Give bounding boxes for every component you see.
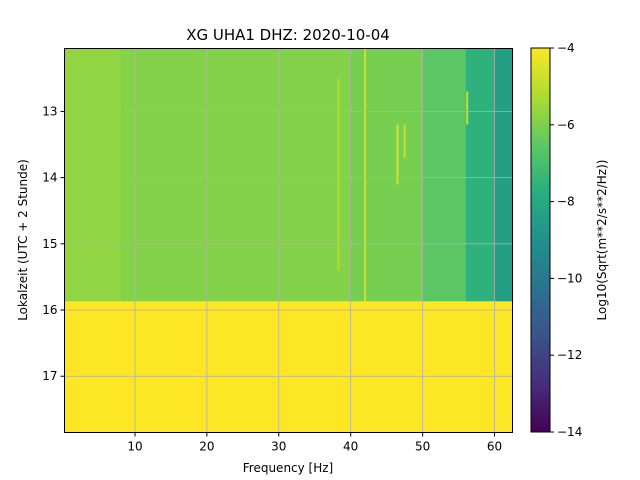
y-axis-ticks: 13 14 15 16 17 xyxy=(42,104,65,383)
spectral-line-3 xyxy=(403,124,406,158)
x-axis-ticks: 10 20 30 40 50 60 xyxy=(127,432,502,454)
heatmap-region-4 xyxy=(465,48,496,302)
chart-title: XG UHA1 DHZ: 2020-10-04 xyxy=(186,26,390,44)
colorbar-ticks: −14 −12 −10 −8 −6 −4 xyxy=(550,41,582,439)
spectral-line-2 xyxy=(396,124,399,185)
y-tick-label: 13 xyxy=(42,104,57,118)
x-tick-label: 30 xyxy=(271,440,286,454)
x-tick-label: 40 xyxy=(343,440,358,454)
x-axis-label: Frequency [Hz] xyxy=(243,461,334,475)
y-tick-label: 17 xyxy=(42,369,57,383)
spectrogram-heatmap xyxy=(64,48,514,433)
colorbar-tick-label: −8 xyxy=(557,195,575,209)
y-axis-label: Lokalzeit (UTC + 2 Stunde) xyxy=(16,159,30,321)
grid xyxy=(64,48,513,433)
heatmap-region-0 xyxy=(64,48,122,302)
spectral-line-0 xyxy=(364,48,367,302)
y-tick-label: 16 xyxy=(42,303,57,317)
y-tick-label: 15 xyxy=(42,237,57,251)
x-tick-label: 20 xyxy=(199,440,214,454)
colorbar-tick-label: −4 xyxy=(557,41,575,55)
x-tick-label: 60 xyxy=(487,440,502,454)
colorbar-tick-label: −6 xyxy=(557,118,575,132)
colorbar-tick-label: −12 xyxy=(557,348,582,362)
heatmap-region-1 xyxy=(120,48,352,302)
y-tick-label: 14 xyxy=(42,171,57,185)
colorbar-tick-label: −10 xyxy=(557,271,582,285)
plot-frame xyxy=(64,48,513,433)
colorbar-label: Log10(Sqrt(m**2/s**2/Hz)) xyxy=(595,160,609,321)
spectral-line-4 xyxy=(466,91,469,125)
colorbar xyxy=(530,47,551,433)
heatmap-region-2 xyxy=(350,48,424,302)
heatmap-region-5 xyxy=(494,48,514,302)
x-tick-label: 10 xyxy=(127,440,142,454)
heatmap-region-6 xyxy=(64,301,514,433)
x-tick-label: 50 xyxy=(415,440,430,454)
spectral-line-1 xyxy=(337,78,340,271)
heatmap-region-3 xyxy=(422,48,467,302)
colorbar-tick-label: −14 xyxy=(557,425,582,439)
